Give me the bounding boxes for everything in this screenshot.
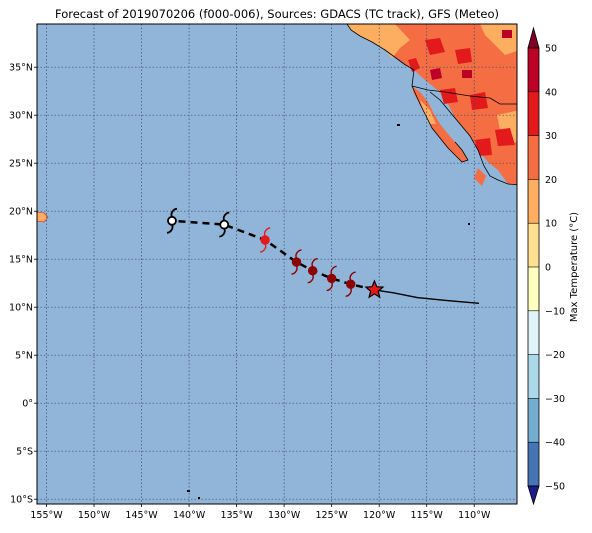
current-position-star-icon [364,279,385,299]
latitude-axis: 35°N 30°N 25°N 20°N 15°N 10°N 5°N 0° 5°S 10°S [9,63,37,506]
lon-tick-label: 120°W [363,510,396,521]
colorbar-segment [528,135,539,180]
colorbar: 50 40 30 20 10 0 −10 −20 −30 −40 −50 Max Temperatu… [527,26,580,506]
cyclone-icon [291,249,302,275]
colorbar-segment [528,442,539,486]
cyclone-icon [307,258,318,284]
lat-tick-label: 5°N [15,351,33,362]
colorbar-segment [528,398,539,443]
lon-tick-label: 135°W [220,510,253,521]
colorbar-segment [528,179,539,224]
cyclone-icon [260,227,271,253]
colorbar-tick-label: 10 [545,219,557,230]
colorbar-tick-label: −30 [545,394,565,405]
colorbar-tick-label: 40 [545,87,557,98]
colorbar-tick-label: 50 [545,44,557,55]
lat-tick-label: 0° [22,399,33,410]
lon-tick-label: 130°W [268,510,301,521]
observed-track-line [374,289,480,305]
lat-tick-label: 5°S [16,447,33,458]
colorbar-extend-bottom [527,485,540,506]
colorbar-label: Max Temperature (°C) [569,212,580,322]
cyclone-icon [345,271,356,297]
lat-tick-label: 30°N [9,111,33,122]
colorbar-segment [528,310,539,355]
colorbar-segment [528,354,539,399]
colorbar-ticks: 50 40 30 20 10 0 −10 −20 −30 −40 −50 [528,44,565,493]
cyclone-track [166,207,480,305]
map-title: Forecast of 2019070206 (f000-006), Sourc… [55,7,499,21]
colorbar-tick-label: 30 [545,131,557,142]
lat-tick-label: 35°N [9,63,33,74]
lon-tick-label: 125°W [316,510,349,521]
longitude-axis: 155°W 150°W 145°W 140°W 135°W 130°W 125°W 120°W… [30,504,491,521]
colorbar-tick-label: 20 [545,175,557,186]
lon-tick-label: 110°W [458,510,491,521]
cyclone-icon [219,211,230,238]
land-hawaii [37,211,49,223]
lat-tick-label: 10°N [9,303,33,314]
islet [187,490,190,492]
colorbar-extend-top [527,26,540,49]
colorbar-segment [528,48,539,92]
lat-tick-label: 25°N [9,159,33,170]
map-frame [36,23,518,505]
colorbar-tick-label: −10 [545,306,565,317]
colorbar-segments [527,26,540,506]
gridlines [37,24,517,504]
land-north-america [346,24,517,225]
lon-tick-label: 150°W [78,510,111,521]
colorbar-tick-label: −40 [545,438,565,449]
colorbar-segment [528,91,539,136]
lon-tick-label: 155°W [30,510,63,521]
cyclone-icon [166,207,178,234]
lon-tick-label: 140°W [173,510,206,521]
colorbar-tick-label: 0 [545,263,551,274]
islet [198,497,200,499]
cyclone-icon [326,265,337,292]
lon-tick-label: 115°W [411,510,444,521]
colorbar-segment [528,267,539,311]
lat-tick-label: 15°N [9,255,33,266]
lat-tick-label: 10°S [10,495,33,506]
lon-tick-label: 145°W [125,510,158,521]
colorbar-tick-label: −50 [545,482,565,493]
map-panel: 155°W 150°W 145°W 140°W 135°W 130°W 125°W 120°W… [9,23,518,521]
colorbar-segment [528,223,539,267]
colorbar-tick-label: −20 [545,350,565,361]
lat-tick-label: 20°N [9,207,33,218]
